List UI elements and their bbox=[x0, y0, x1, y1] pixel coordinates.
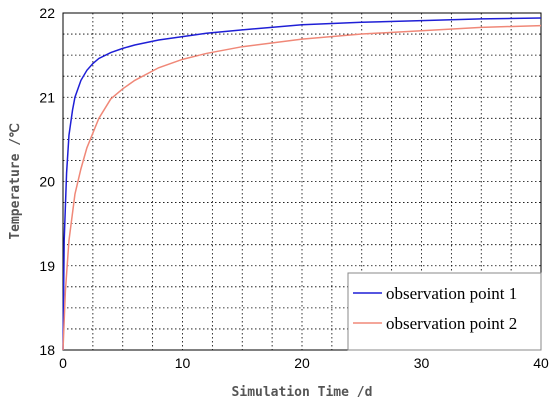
series-line-observation-point-1 bbox=[62, 17, 542, 351]
legend-label-observation-point-2: observation point 2 bbox=[386, 314, 517, 333]
legend-box bbox=[347, 272, 542, 351]
x-tick-label: 20 bbox=[294, 355, 310, 371]
axis-ticks: 0 10 20 30 40 18 19 20 21 22 bbox=[39, 5, 549, 371]
x-tick-label: 0 bbox=[59, 355, 67, 371]
series-line-observation-point-2 bbox=[62, 24, 542, 351]
y-tick-label: 21 bbox=[39, 89, 55, 105]
legend: observation point 1 observation point 2 bbox=[347, 272, 542, 351]
x-tick-label: 40 bbox=[533, 355, 549, 371]
y-tick-label: 18 bbox=[39, 342, 55, 358]
series-layer bbox=[62, 17, 542, 351]
legend-label-observation-point-1: observation point 1 bbox=[386, 284, 517, 303]
x-tick-label: 10 bbox=[175, 355, 191, 371]
y-tick-label: 22 bbox=[39, 5, 55, 21]
x-tick-label: 30 bbox=[414, 355, 430, 371]
y-axis-label: Temperature /℃ bbox=[8, 123, 23, 239]
plot-frame bbox=[62, 12, 542, 351]
y-tick-label: 20 bbox=[39, 174, 55, 190]
x-axis-label: Simulation Time /d bbox=[232, 385, 373, 400]
y-tick-label: 19 bbox=[39, 258, 55, 274]
